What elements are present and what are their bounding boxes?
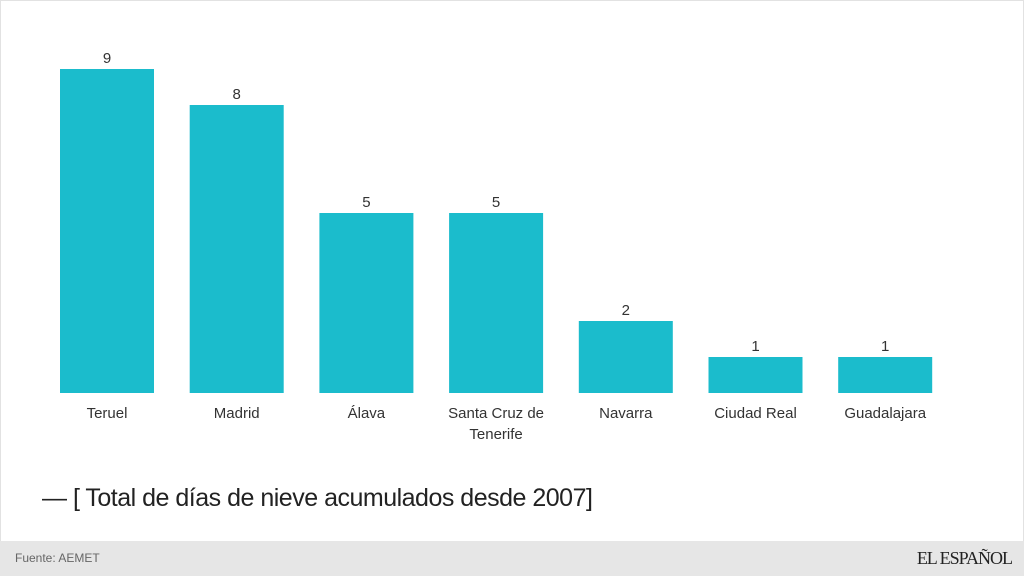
el-espanol-logo: EL ESPAÑOL [916,548,1013,568]
legend: — [ Total de días de nieve acumulados de… [42,484,593,513]
data-label: 1 [881,338,889,355]
data-label: 9 [103,50,111,67]
bar [189,105,284,393]
data-label: 5 [492,194,500,211]
bar [838,357,933,393]
bar-chart: 9 Teruel 8 Madrid 5 Álava 5 Santa Cruz de Teneri… [60,50,933,443]
legend-marker: — [42,484,73,512]
category-label: Madrid [214,405,260,422]
legend-label: [ Total de días de nieve acumulados desd… [72,484,593,512]
data-label: 5 [362,194,370,211]
category-label: Teruel [87,405,128,422]
category-label: Navarra [599,405,653,422]
category-label: Álava [348,405,386,422]
bar [578,321,673,393]
bar [60,69,154,393]
category-label: Guadalajara [844,405,926,422]
data-label: 1 [751,338,759,355]
data-label: 2 [622,302,630,319]
footer: Fuente: AEMET EL ESPAÑOL [0,541,1024,576]
category-label: Ciudad Real [714,405,797,422]
category-label: Santa Cruz de Tenerife [448,405,544,443]
bar [449,213,544,393]
bar [319,213,414,393]
bar [708,357,803,393]
data-label: 8 [233,86,241,103]
source-text: Fuente: AEMET [15,551,100,565]
